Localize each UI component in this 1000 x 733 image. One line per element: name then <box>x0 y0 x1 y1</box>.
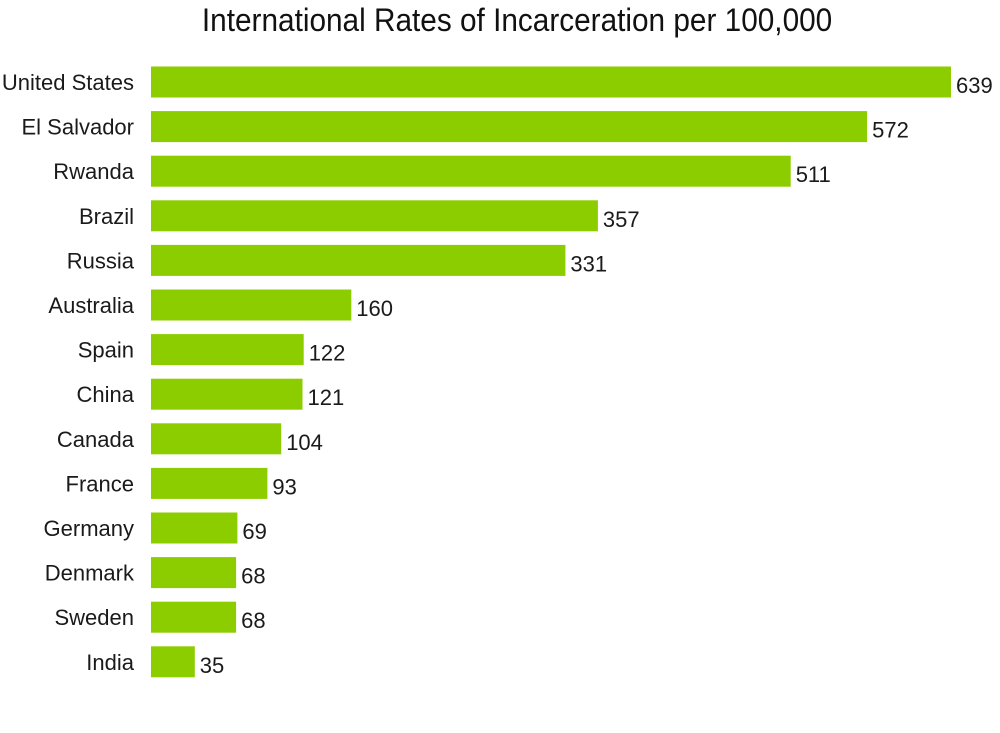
bar-sweden <box>151 601 237 633</box>
category-label-denmark: Denmark <box>45 561 135 586</box>
bar-united-states <box>151 66 951 98</box>
category-label-germany: Germany <box>44 516 134 541</box>
category-label-spain: Spain <box>78 338 134 363</box>
bar-denmark <box>151 557 237 589</box>
bars-group <box>151 66 951 678</box>
bar-germany <box>151 512 238 544</box>
value-label-india: 35 <box>200 653 224 678</box>
category-label-australia: Australia <box>48 293 134 318</box>
bar-spain <box>151 334 304 366</box>
bar-france <box>151 467 268 499</box>
value-label-united-states: 639 <box>956 73 993 98</box>
value-label-france: 93 <box>272 474 296 499</box>
category-labels: United States El Salvador Rwanda Brazil Russ… <box>2 70 135 675</box>
value-label-canada: 104 <box>286 430 323 455</box>
category-label-russia: Russia <box>67 248 135 273</box>
bar-canada <box>151 423 282 455</box>
bar-el-salvador <box>151 111 868 143</box>
value-label-australia: 160 <box>356 296 393 321</box>
category-label-united-states: United States <box>2 70 134 95</box>
value-label-brazil: 357 <box>603 207 640 232</box>
value-label-sweden: 68 <box>241 608 265 633</box>
bar-rwanda <box>151 155 791 187</box>
value-label-germany: 69 <box>242 519 266 544</box>
chart-title: International Rates of Incarceration per… <box>201 2 833 38</box>
value-label-russia: 331 <box>570 251 607 276</box>
value-label-china: 121 <box>308 385 345 410</box>
value-label-rwanda: 511 <box>796 162 831 187</box>
category-label-brazil: Brazil <box>79 204 134 229</box>
category-label-el-salvador: El Salvador <box>21 115 134 140</box>
category-label-india: India <box>86 650 134 675</box>
value-label-el-salvador: 572 <box>872 118 909 143</box>
category-label-china: China <box>77 382 135 407</box>
bar-brazil <box>151 200 598 232</box>
category-label-france: France <box>66 471 134 496</box>
category-label-canada: Canada <box>57 427 135 452</box>
category-label-rwanda: Rwanda <box>53 159 134 184</box>
value-label-denmark: 68 <box>241 564 265 589</box>
value-label-spain: 122 <box>309 341 346 366</box>
bar-russia <box>151 244 566 276</box>
bar-australia <box>151 289 352 321</box>
bar-india <box>151 646 195 678</box>
bar-china <box>151 378 303 410</box>
category-label-sweden: Sweden <box>54 605 134 630</box>
